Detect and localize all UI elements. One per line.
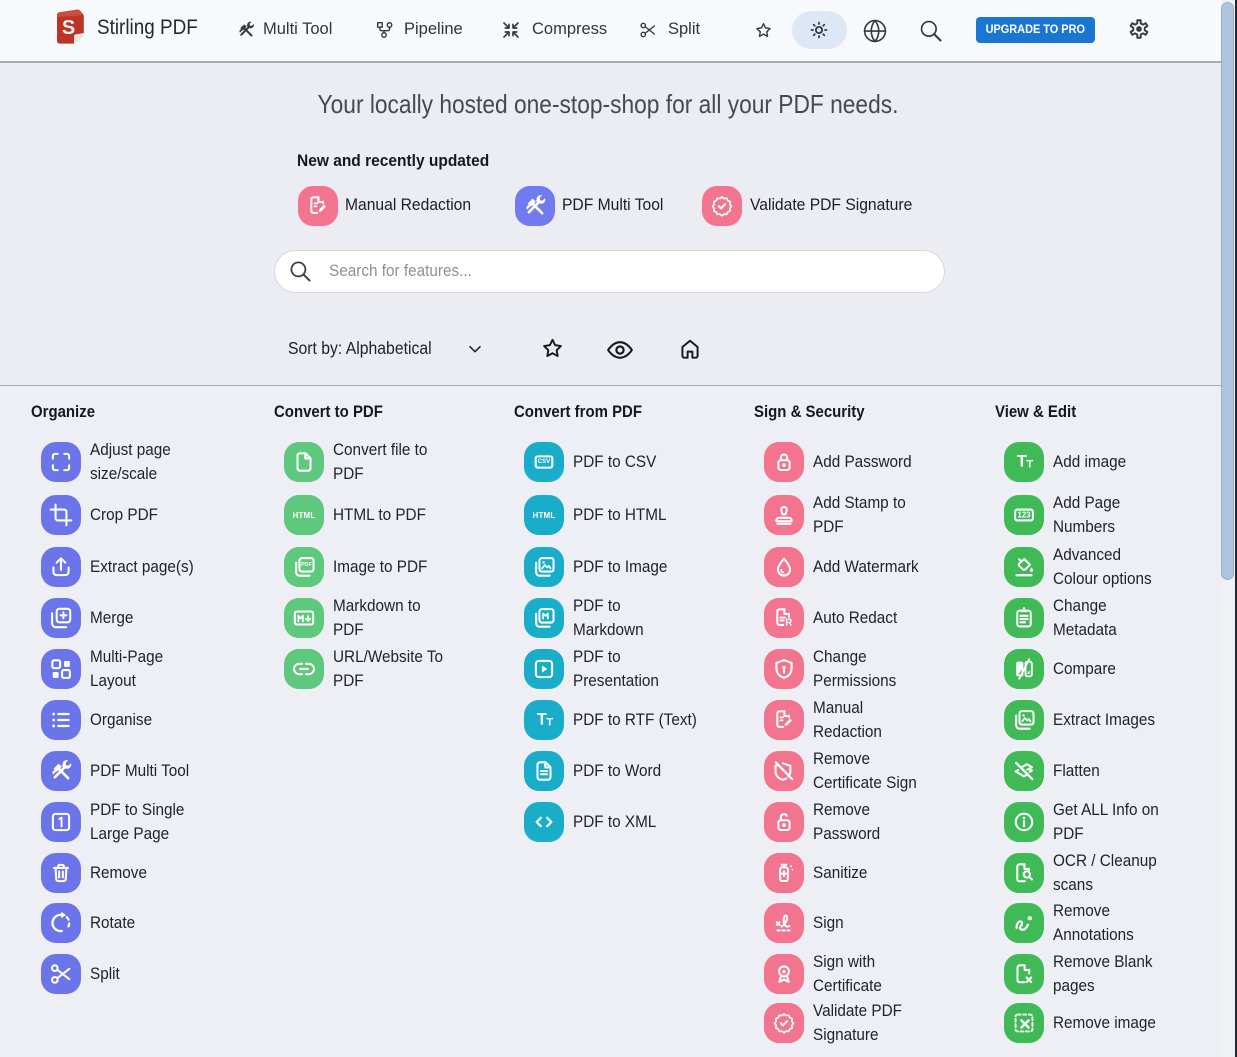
svg-text:PDF: PDF (301, 562, 313, 568)
svg-text:T: T (546, 717, 553, 729)
svg-text:HTML: HTML (292, 511, 315, 520)
svg-text:T: T (1017, 452, 1027, 470)
svg-text:T: T (537, 710, 547, 728)
svg-text:123: 123 (1017, 511, 1031, 520)
svg-text:HTML: HTML (532, 511, 555, 520)
svg-text:T: T (1026, 459, 1033, 471)
svg-text:R: R (785, 617, 792, 628)
svg-text:CSV: CSV (538, 459, 550, 465)
svg-text:S: S (62, 17, 75, 39)
